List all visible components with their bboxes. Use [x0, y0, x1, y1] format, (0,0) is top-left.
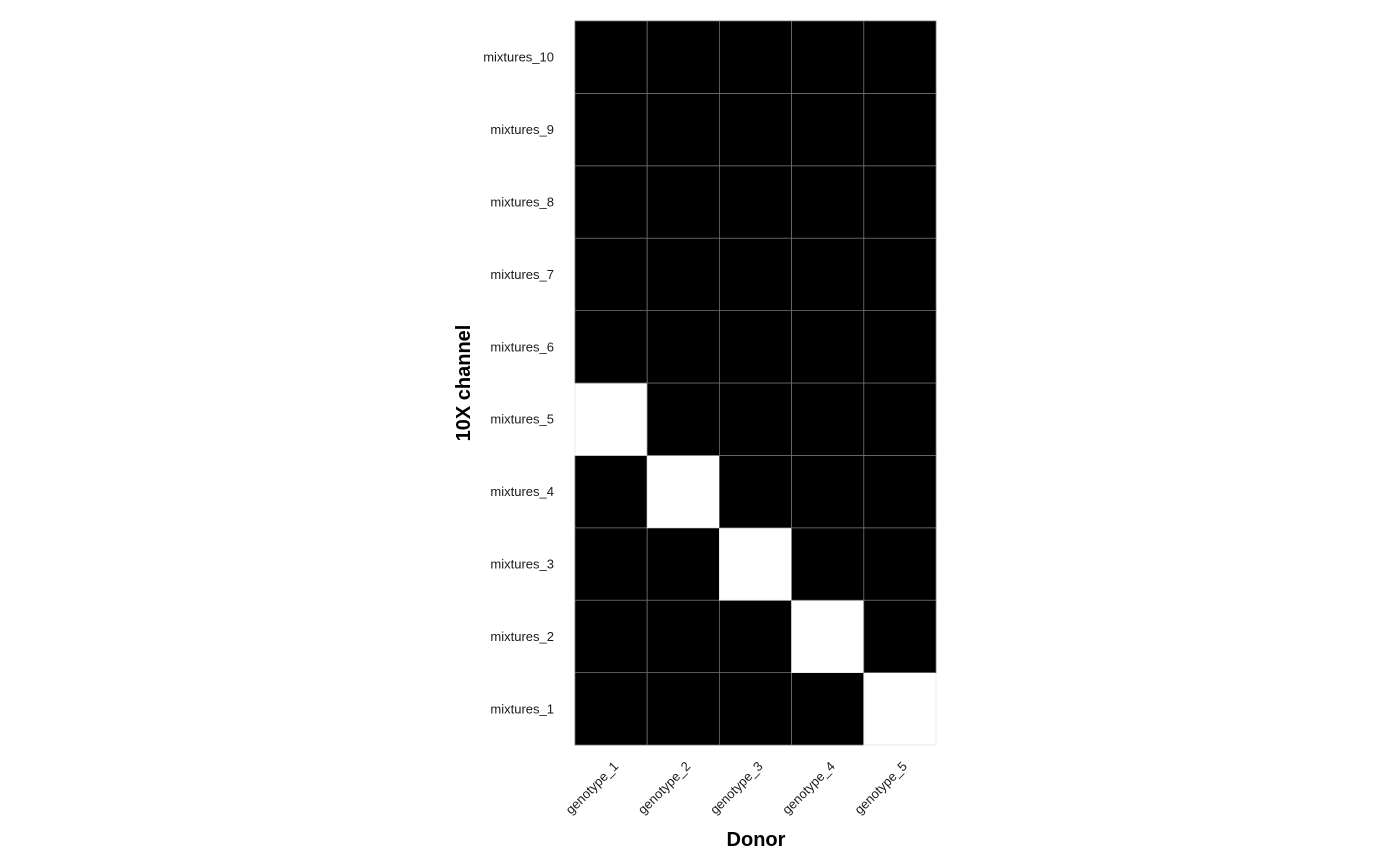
heatmap-cell-mixtures_6-genotype_2: [646, 310, 720, 384]
heatmap-cell-mixtures_9-genotype_3: [719, 93, 793, 167]
heatmap-cell-mixtures_3-genotype_2: [646, 527, 720, 601]
x-axis-title: Donor: [727, 829, 786, 851]
heatmap-cell-mixtures_8-genotype_3: [719, 165, 793, 239]
heatmap-cell-mixtures_1-genotype_5: [863, 672, 937, 746]
heatmap-cell-mixtures_1-genotype_4: [791, 672, 865, 746]
heatmap-cell-mixtures_9-genotype_2: [646, 93, 720, 167]
y-axis-tick-labels: mixtures_1 mixtures_2 mixtures_3 mixtures_4…: [483, 50, 554, 717]
heatmap-cell-mixtures_5-genotype_5: [863, 382, 937, 456]
x-tick-label: genotype_2: [635, 759, 694, 818]
heatmap-cell-mixtures_9-genotype_4: [791, 93, 865, 167]
heatmap-cell-mixtures_9-genotype_5: [863, 93, 937, 167]
y-tick-label: mixtures_1: [490, 701, 554, 716]
y-tick-label: mixtures_4: [490, 484, 554, 499]
heatmap-cell-mixtures_5-genotype_3: [719, 382, 793, 456]
x-axis-tick-labels: genotype_1 genotype_2 genotype_3 genotype_4…: [563, 759, 910, 818]
y-axis-title: 10X channel: [453, 325, 475, 442]
x-tick-label: genotype_4: [779, 759, 838, 818]
heatmap-cell-mixtures_4-genotype_2: [646, 454, 720, 529]
heatmap-cell-mixtures_3-genotype_5: [863, 527, 937, 601]
heatmap-cell-mixtures_1-genotype_1: [574, 672, 648, 746]
heatmap-cell-mixtures_2-genotype_4: [791, 599, 865, 674]
heatmap-cell-mixtures_4-genotype_1: [574, 454, 648, 529]
heatmap-cell-mixtures_8-genotype_1: [574, 165, 648, 239]
heatmap-cells: [574, 20, 937, 746]
heatmap-cell-mixtures_3-genotype_4: [791, 527, 865, 601]
heatmap-cell-mixtures_7-genotype_5: [863, 237, 937, 311]
heatmap-cell-mixtures_10-genotype_2: [646, 20, 720, 94]
heatmap-cell-mixtures_6-genotype_4: [791, 310, 865, 384]
x-tick-label: genotype_3: [707, 759, 766, 818]
heatmap-cell-mixtures_1-genotype_3: [719, 672, 793, 746]
y-tick-label: mixtures_10: [483, 50, 554, 65]
heatmap-cell-mixtures_8-genotype_4: [791, 165, 865, 239]
heatmap-cell-mixtures_7-genotype_3: [719, 237, 793, 311]
heatmap-cell-mixtures_4-genotype_5: [863, 454, 937, 529]
heatmap-cell-mixtures_6-genotype_5: [863, 310, 937, 384]
heatmap-cell-mixtures_7-genotype_4: [791, 237, 865, 311]
y-tick-label: mixtures_6: [490, 339, 554, 354]
heatmap-cell-mixtures_9-genotype_1: [574, 93, 648, 167]
x-tick-label: genotype_5: [851, 759, 910, 818]
heatmap-cell-mixtures_5-genotype_1: [574, 382, 648, 456]
y-tick-label: mixtures_8: [490, 195, 554, 210]
heatmap-cell-mixtures_5-genotype_2: [646, 382, 720, 456]
heatmap-cell-mixtures_10-genotype_1: [574, 20, 648, 94]
heatmap-cell-mixtures_2-genotype_3: [719, 599, 793, 674]
heatmap-cell-mixtures_3-genotype_1: [574, 527, 648, 601]
heatmap-cell-mixtures_2-genotype_1: [574, 599, 648, 674]
heatmap-cell-mixtures_6-genotype_1: [574, 310, 648, 384]
heatmap-cell-mixtures_2-genotype_2: [646, 599, 720, 674]
heatmap-cell-mixtures_2-genotype_5: [863, 599, 937, 674]
heatmap-cell-mixtures_10-genotype_5: [863, 20, 937, 94]
y-tick-label: mixtures_5: [490, 412, 554, 427]
y-tick-label: mixtures_2: [490, 629, 554, 644]
heatmap-cell-mixtures_4-genotype_4: [791, 454, 865, 529]
heatmap-cell-mixtures_7-genotype_1: [574, 237, 648, 311]
heatmap-cell-mixtures_8-genotype_5: [863, 165, 937, 239]
y-tick-label: mixtures_7: [490, 267, 554, 282]
heatmap-cell-mixtures_7-genotype_2: [646, 237, 720, 311]
heatmap-cell-mixtures_5-genotype_4: [791, 382, 865, 456]
heatmap-cell-mixtures_6-genotype_3: [719, 310, 793, 384]
y-tick-label: mixtures_9: [490, 122, 554, 137]
x-tick-label: genotype_1: [563, 759, 622, 818]
heatmap-cell-mixtures_10-genotype_3: [719, 20, 793, 94]
heatmap-cell-mixtures_8-genotype_2: [646, 165, 720, 239]
heatmap-cell-mixtures_10-genotype_4: [791, 20, 865, 94]
heatmap-cell-mixtures_3-genotype_3: [719, 527, 793, 601]
y-tick-label: mixtures_3: [490, 557, 554, 572]
heatmap-cell-mixtures_1-genotype_2: [646, 672, 720, 746]
heatmap-cell-mixtures_4-genotype_3: [719, 454, 793, 529]
